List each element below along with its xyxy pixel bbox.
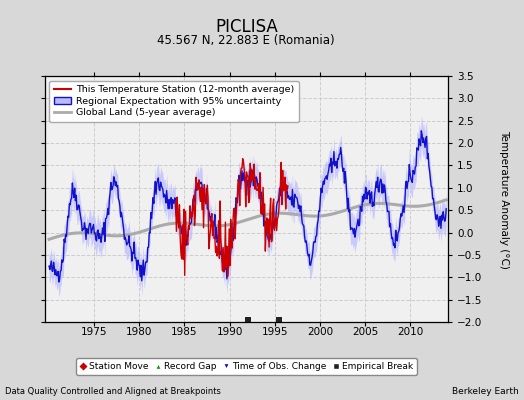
Text: PICLISA: PICLISA	[215, 18, 278, 36]
Text: 2010: 2010	[397, 327, 423, 337]
Text: 2005: 2005	[352, 327, 378, 337]
Text: 1980: 1980	[126, 327, 152, 337]
Y-axis label: Temperature Anomaly (°C): Temperature Anomaly (°C)	[499, 130, 509, 268]
Text: 45.567 N, 22.883 E (Romania): 45.567 N, 22.883 E (Romania)	[158, 34, 335, 47]
Text: 1990: 1990	[216, 327, 243, 337]
Text: 1985: 1985	[171, 327, 198, 337]
Text: 1975: 1975	[81, 327, 107, 337]
Legend: Station Move, Record Gap, Time of Obs. Change, Empirical Break: Station Move, Record Gap, Time of Obs. C…	[76, 358, 417, 375]
Text: 1995: 1995	[261, 327, 288, 337]
Text: Berkeley Earth: Berkeley Earth	[452, 387, 519, 396]
Text: Data Quality Controlled and Aligned at Breakpoints: Data Quality Controlled and Aligned at B…	[5, 387, 221, 396]
Text: 2000: 2000	[307, 327, 333, 337]
